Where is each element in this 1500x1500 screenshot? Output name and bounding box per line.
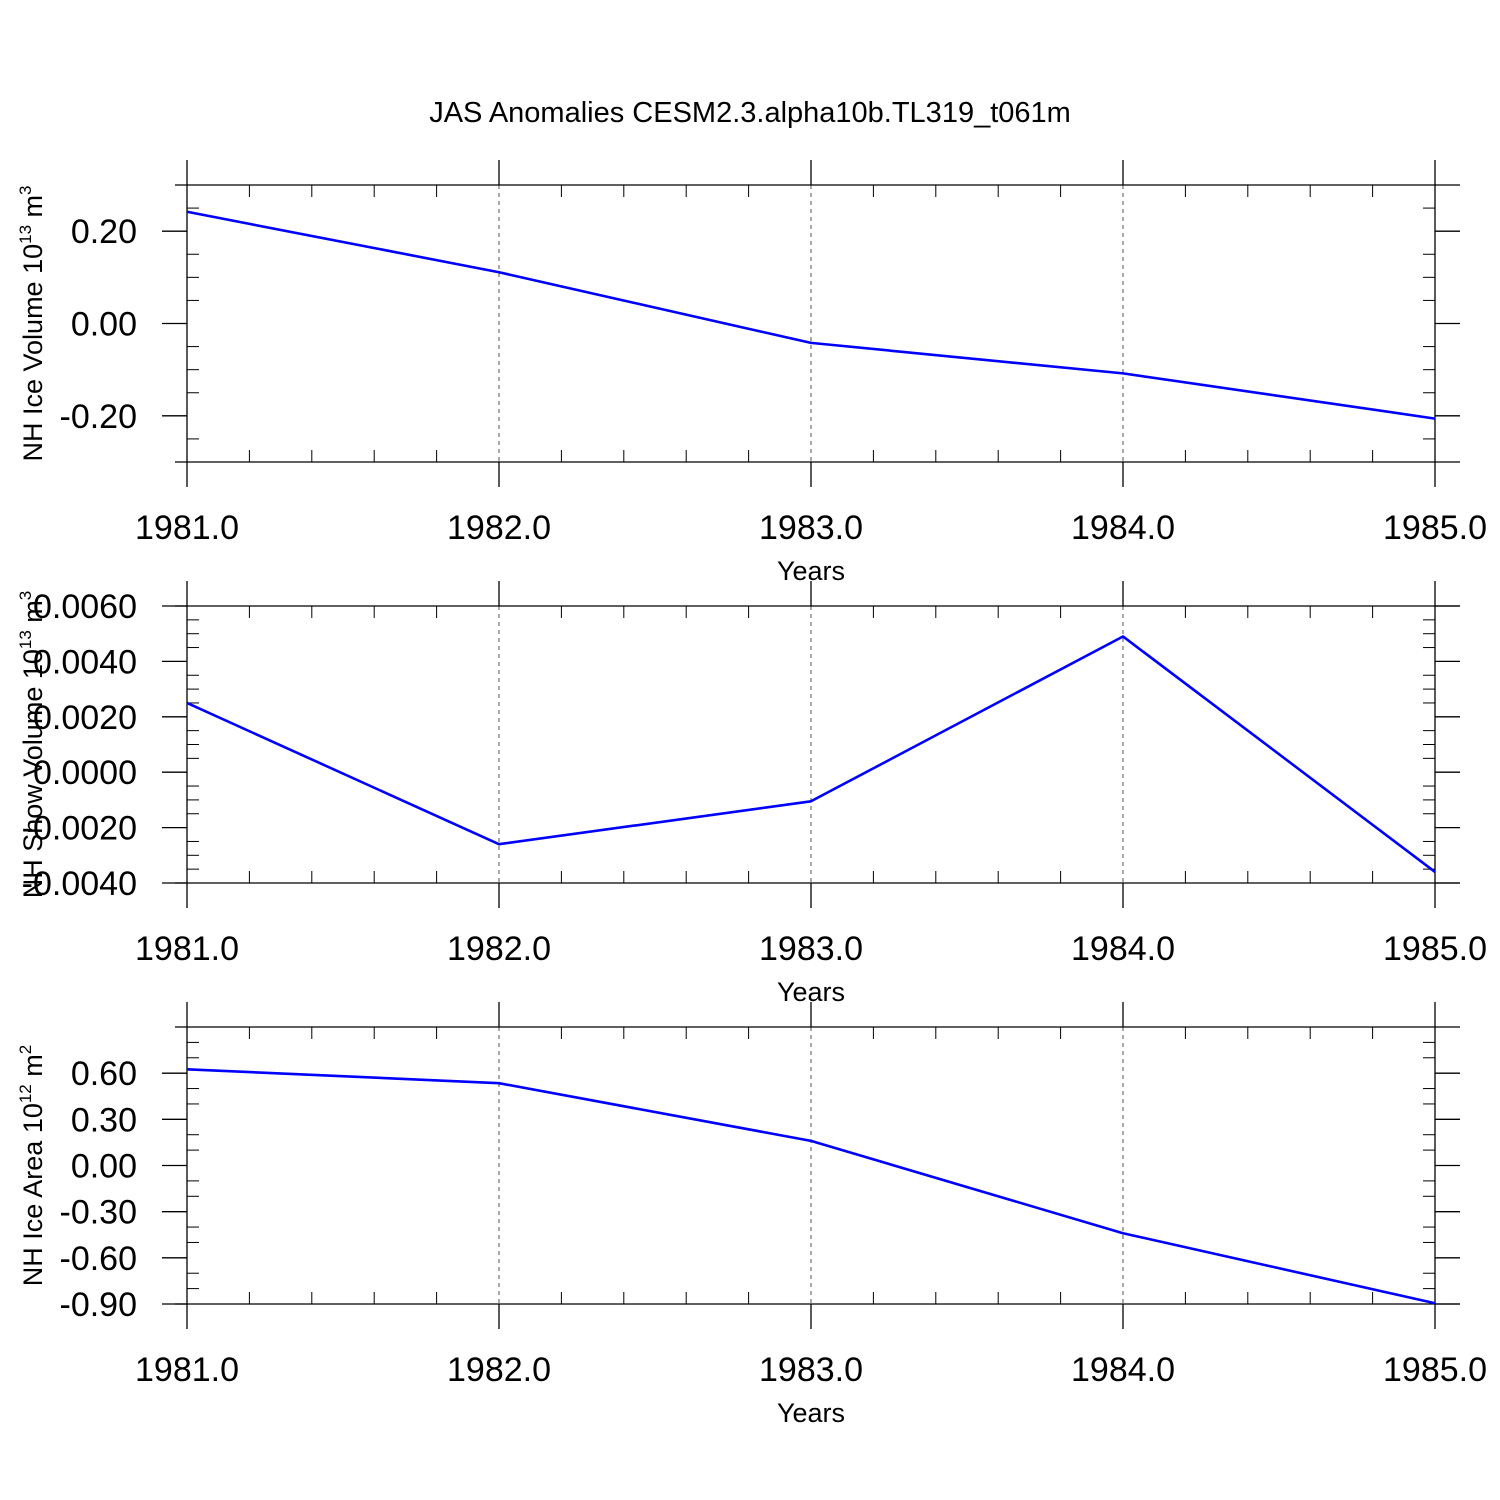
x-tick-label: 1981.0 — [135, 1351, 239, 1389]
y-tick-label: -0.90 — [60, 1286, 138, 1324]
figure-title: JAS Anomalies CESM2.3.alpha10b.TL319_t06… — [429, 97, 1071, 129]
y-tick-label: -0.60 — [60, 1240, 138, 1278]
y-tick-label: 0.0060 — [33, 588, 137, 626]
y-axis-title: NH Snow Volume 1013 m3 — [16, 591, 48, 899]
y-tick-label: -0.0040 — [22, 865, 137, 903]
x-tick-label: 1981.0 — [135, 930, 239, 968]
y-tick-label: 0.00 — [71, 306, 137, 344]
y-tick-label: 0.60 — [71, 1055, 137, 1093]
chart-panel-1: 1981.0 1982.0 1983.0 1984.0 1985.0 -0.20 0.00 0… — [16, 160, 1487, 586]
x-tick-label: 1984.0 — [1071, 930, 1175, 968]
y-axis-title: NH Ice Volume 1013 m3 — [16, 186, 48, 462]
y-tick-label: -0.20 — [60, 398, 138, 436]
x-tick-label: 1985.0 — [1383, 509, 1487, 547]
y-tick-label: 0.0020 — [33, 699, 137, 737]
x-tick-label: 1983.0 — [759, 930, 863, 968]
y-tick-label: 0.00 — [71, 1148, 137, 1186]
x-tick-label: 1982.0 — [447, 1351, 551, 1389]
chart-panel-2: 1981.0 1982.0 1983.0 1984.0 1985.0 -0.0040 -0.… — [16, 581, 1487, 1007]
x-tick-label: 1984.0 — [1071, 1351, 1175, 1389]
x-axis-title: Years — [777, 1398, 845, 1428]
x-tick-label: 1983.0 — [759, 1351, 863, 1389]
x-tick-label: 1985.0 — [1383, 1351, 1487, 1389]
x-tick-label: 1981.0 — [135, 509, 239, 547]
x-tick-label: 1983.0 — [759, 509, 863, 547]
chart-panel-3: 1981.0 1982.0 1983.0 1984.0 1985.0 -0.90 -0.60… — [16, 1002, 1487, 1428]
y-tick-label: 0.20 — [71, 213, 137, 251]
panels: 1981.0 1982.0 1983.0 1984.0 1985.0-0.200.000… — [16, 160, 1487, 1428]
x-tick-label: 1982.0 — [447, 509, 551, 547]
y-axis-title: NH Ice Area 1012 m2 — [16, 1045, 48, 1286]
y-tick-label: 0.0040 — [33, 643, 137, 681]
y-tick-label: -0.0020 — [22, 810, 137, 848]
y-tick-label: 0.0000 — [33, 754, 137, 792]
x-tick-label: 1982.0 — [447, 930, 551, 968]
x-tick-label: 1984.0 — [1071, 509, 1175, 547]
x-tick-label: 1985.0 — [1383, 930, 1487, 968]
y-tick-label: -0.30 — [60, 1194, 138, 1232]
y-tick-label: 0.30 — [71, 1101, 137, 1139]
